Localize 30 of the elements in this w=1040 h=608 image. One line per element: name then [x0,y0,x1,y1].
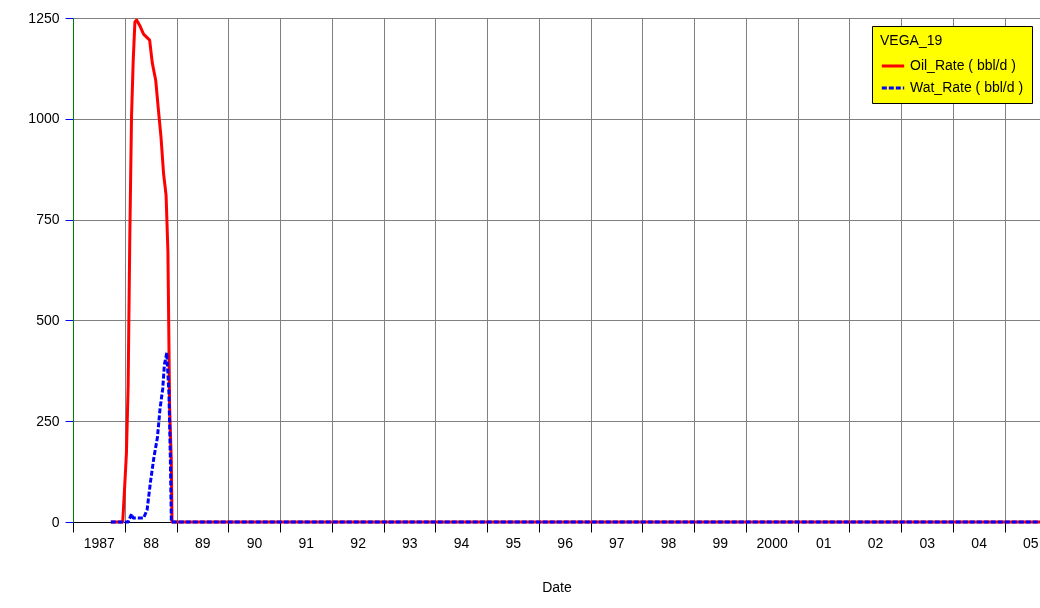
x-tick-label: 02 [867,534,884,551]
x-tick-label: 1987 [83,534,116,551]
x-tick-label: 93 [402,534,418,551]
x-tick-label: 90 [246,534,263,551]
x-tick-label: 03 [919,534,936,551]
x-tick-label: 94 [453,534,470,551]
y-tick-label: 750 [36,211,60,228]
x-tick-label: 95 [505,534,522,551]
legend-label: Oil_Rate ( bbl/d ) [910,57,1016,73]
x-tick-label: 92 [350,534,367,551]
x-tick-label: 04 [971,534,988,551]
legend-title: VEGA_19 [880,32,943,48]
x-tick-label: 98 [660,534,677,551]
x-tick-label: 96 [557,534,574,551]
x-tick-label: 01 [816,534,832,551]
y-tick-label: 1000 [28,110,60,127]
x-tick-label: 91 [298,534,315,551]
y-tick-label: 250 [36,412,60,429]
x-tick-label: 88 [143,534,160,551]
legend-label: Wat_Rate ( bbl/d ) [910,79,1024,95]
line-series [109,351,1040,524]
x-axis-title: Date [542,578,572,595]
x-tick-label: 99 [712,534,729,551]
x-tick-label: 89 [195,534,211,551]
y-tick-label: 0 [51,513,60,530]
x-tick-label: 05 [1023,534,1039,551]
y-tick-label: 1250 [28,9,60,26]
y-tick-label: 500 [36,311,60,328]
x-tick-label: 2000 [756,534,788,551]
x-tick-label: 97 [609,534,625,551]
